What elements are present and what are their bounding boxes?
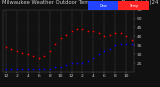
Point <box>21 52 24 53</box>
Point <box>16 68 18 69</box>
Point <box>54 43 56 44</box>
Point <box>54 66 56 68</box>
Point <box>92 30 95 32</box>
Point <box>37 68 40 69</box>
Point <box>114 32 116 33</box>
Point <box>76 63 78 64</box>
Point <box>92 57 95 59</box>
Point <box>120 32 122 33</box>
Point <box>114 45 116 46</box>
Point <box>5 46 7 48</box>
Point <box>65 34 67 35</box>
Point <box>76 29 78 30</box>
Point <box>32 68 35 69</box>
Point <box>81 63 84 64</box>
Point <box>98 54 100 55</box>
Point <box>43 55 45 57</box>
Point <box>59 66 62 68</box>
Point <box>130 39 133 41</box>
Point <box>27 68 29 69</box>
Point <box>10 48 13 50</box>
Point <box>43 68 45 69</box>
Point <box>10 68 13 69</box>
Text: Temp: Temp <box>129 4 138 8</box>
Point <box>5 68 7 69</box>
Point <box>108 34 111 35</box>
Point <box>59 37 62 39</box>
Point <box>32 55 35 57</box>
Point <box>16 50 18 51</box>
Point <box>98 32 100 33</box>
Point <box>120 43 122 44</box>
Point <box>81 29 84 30</box>
Text: Milwaukee Weather Outdoor Temperature vs Dew Point (24 Hours): Milwaukee Weather Outdoor Temperature vs… <box>2 0 160 5</box>
Point <box>21 68 24 69</box>
Point <box>130 43 133 44</box>
Point <box>70 30 73 32</box>
Point <box>87 30 89 32</box>
Text: Dew: Dew <box>99 4 107 8</box>
Point <box>125 36 128 37</box>
Point <box>70 63 73 64</box>
Point <box>37 57 40 59</box>
Point <box>48 50 51 51</box>
Point <box>87 61 89 62</box>
Point <box>103 50 106 51</box>
Point <box>65 64 67 66</box>
Point <box>48 68 51 69</box>
Point <box>103 36 106 37</box>
Point <box>27 54 29 55</box>
Point <box>125 43 128 44</box>
Point <box>108 48 111 50</box>
